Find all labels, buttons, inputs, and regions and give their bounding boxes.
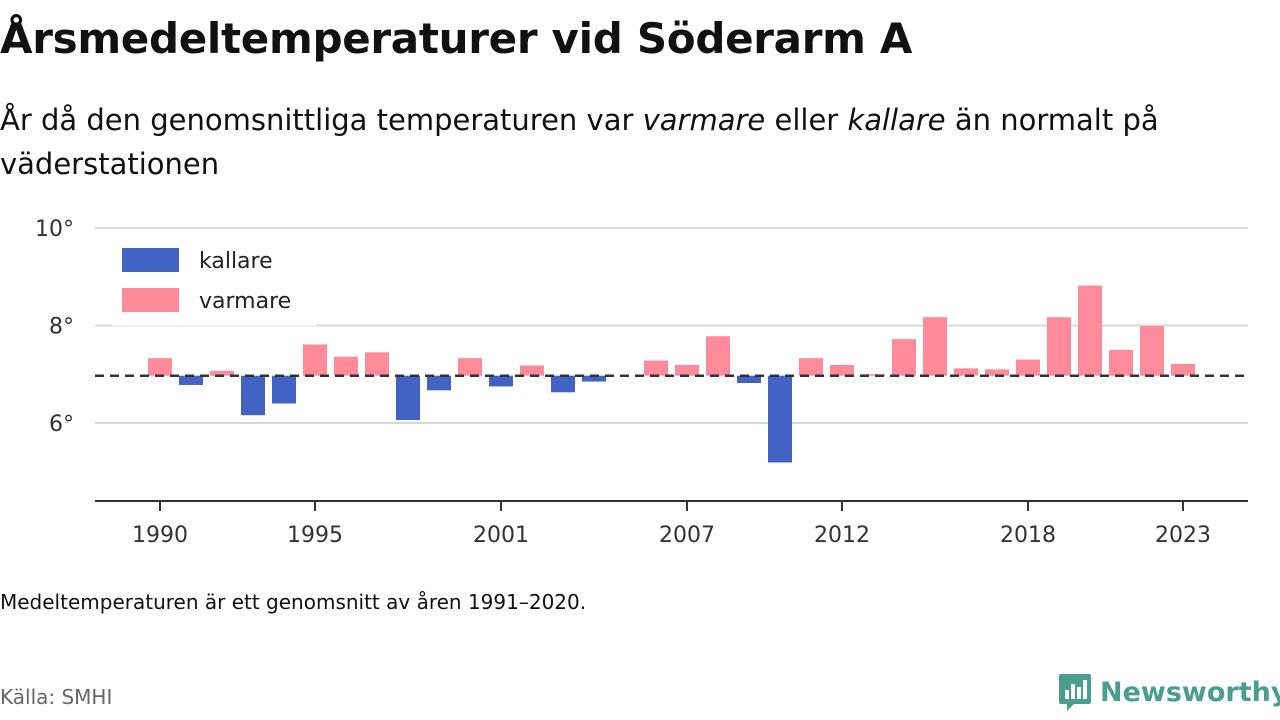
bar-2000 bbox=[458, 358, 482, 376]
bars bbox=[148, 285, 1195, 463]
source-credit: Källa: SMHI bbox=[0, 685, 113, 709]
bar-2003 bbox=[551, 375, 575, 393]
legend-label-colder: kallare bbox=[199, 249, 273, 274]
x-tick-label: 2012 bbox=[814, 523, 870, 548]
bar-1997 bbox=[365, 352, 389, 376]
bar-1996 bbox=[334, 356, 358, 376]
legend: kallare varmare bbox=[112, 232, 316, 326]
bar-2002 bbox=[520, 365, 544, 376]
bar-1992 bbox=[210, 370, 234, 376]
bar-2016 bbox=[954, 368, 978, 376]
bar-2013 bbox=[861, 374, 885, 376]
subtitle-emphasis-warmer: varmare bbox=[642, 103, 766, 137]
bar-2004 bbox=[582, 375, 606, 382]
subtitle-text-3: än normalt på väderstationen bbox=[0, 103, 1159, 181]
bar-1995 bbox=[303, 344, 327, 376]
bar-2021 bbox=[1109, 349, 1133, 376]
bar-2006 bbox=[644, 360, 668, 376]
bar-1998 bbox=[396, 375, 420, 421]
x-tick-label: 1995 bbox=[287, 523, 343, 548]
chart-title: Årsmedeltemperaturer vid Söderarm A bbox=[0, 14, 913, 63]
bar-2012 bbox=[830, 364, 854, 376]
chart-subtitle: År då den genomsnittliga temperaturen va… bbox=[0, 98, 1260, 186]
y-tick-label: 6° bbox=[49, 412, 74, 437]
x-tick-label: 2018 bbox=[1000, 523, 1056, 548]
bar-2018 bbox=[1016, 359, 1040, 376]
x-tick-label: 1990 bbox=[132, 523, 188, 548]
x-tick-label: 2007 bbox=[659, 523, 715, 548]
subtitle-emphasis-colder: kallare bbox=[847, 103, 946, 137]
y-axis-ticks: 6° 8° 10° bbox=[35, 217, 74, 437]
legend-swatch-colder bbox=[122, 248, 179, 272]
bar-2001 bbox=[489, 375, 513, 387]
y-tick-label: 10° bbox=[35, 217, 74, 242]
newsworthy-logo[interactable]: Newsworthy bbox=[1058, 672, 1280, 712]
bar-2015 bbox=[923, 317, 947, 376]
legend-swatch-warmer bbox=[122, 288, 179, 312]
logo-text: Newsworthy bbox=[1100, 676, 1280, 708]
x-axis-ticks: 1990 1995 2001 2007 2012 2018 2023 bbox=[132, 501, 1211, 548]
bar-1994 bbox=[272, 375, 296, 404]
x-tick-label: 2001 bbox=[473, 523, 529, 548]
bar-1999 bbox=[427, 375, 451, 391]
bar-2020 bbox=[1078, 285, 1102, 376]
footnote: Medeltemperaturen är ett genomsnitt av å… bbox=[0, 590, 587, 614]
bar-2009 bbox=[737, 375, 761, 384]
bar-chart: 6° 8° 10° 1990 1995 2001 2007 2012 2018 2023 kal… bbox=[35, 217, 1248, 548]
bar-2007 bbox=[675, 364, 699, 376]
bar-2008 bbox=[706, 336, 730, 376]
legend-label-warmer: varmare bbox=[199, 289, 291, 314]
bar-1990 bbox=[148, 358, 172, 376]
newsworthy-logo-icon bbox=[1059, 674, 1091, 711]
bar-2017 bbox=[985, 369, 1009, 376]
bar-2014 bbox=[892, 339, 916, 376]
bar-1991 bbox=[179, 375, 203, 385]
bar-2022 bbox=[1140, 325, 1164, 376]
subtitle-text-2: eller bbox=[765, 103, 848, 137]
bar-1993 bbox=[241, 375, 265, 416]
bar-2010 bbox=[768, 375, 792, 463]
bar-2011 bbox=[799, 358, 823, 376]
x-tick-label: 2023 bbox=[1155, 523, 1211, 548]
subtitle-text-1: År då den genomsnittliga temperaturen va… bbox=[0, 103, 643, 137]
bar-2019 bbox=[1047, 317, 1071, 376]
bar-2023 bbox=[1171, 364, 1195, 376]
y-tick-label: 8° bbox=[49, 315, 74, 340]
